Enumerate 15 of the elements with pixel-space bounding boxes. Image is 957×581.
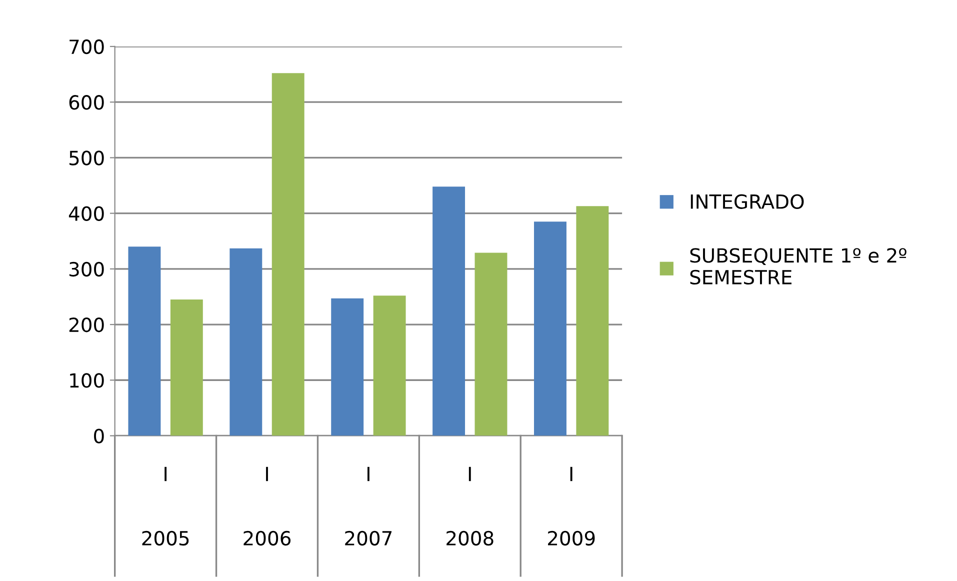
category-label: I 2009 (548, 466, 595, 546)
y-tick-label: 500 (70, 150, 104, 166)
legend-label: SUBSEQUENTE 1º e 2º SEMESTRE (690, 248, 906, 285)
legend-label: INTEGRADO (690, 194, 804, 209)
category-label: I 2005 (142, 466, 189, 546)
category-label: I 2006 (244, 466, 291, 546)
y-tick-label: 200 (69, 317, 104, 332)
y-tick-label: 600 (69, 95, 104, 110)
y-tick-label: 300 (69, 262, 104, 277)
y-tick-label: 0 (94, 428, 104, 444)
category-label: I 2008 (446, 466, 494, 546)
y-tick-label: 100 (70, 373, 104, 388)
category-label: I 2007 (345, 466, 392, 546)
y-tick-label: 400 (68, 206, 104, 221)
y-tick-label: 700 (70, 39, 104, 54)
